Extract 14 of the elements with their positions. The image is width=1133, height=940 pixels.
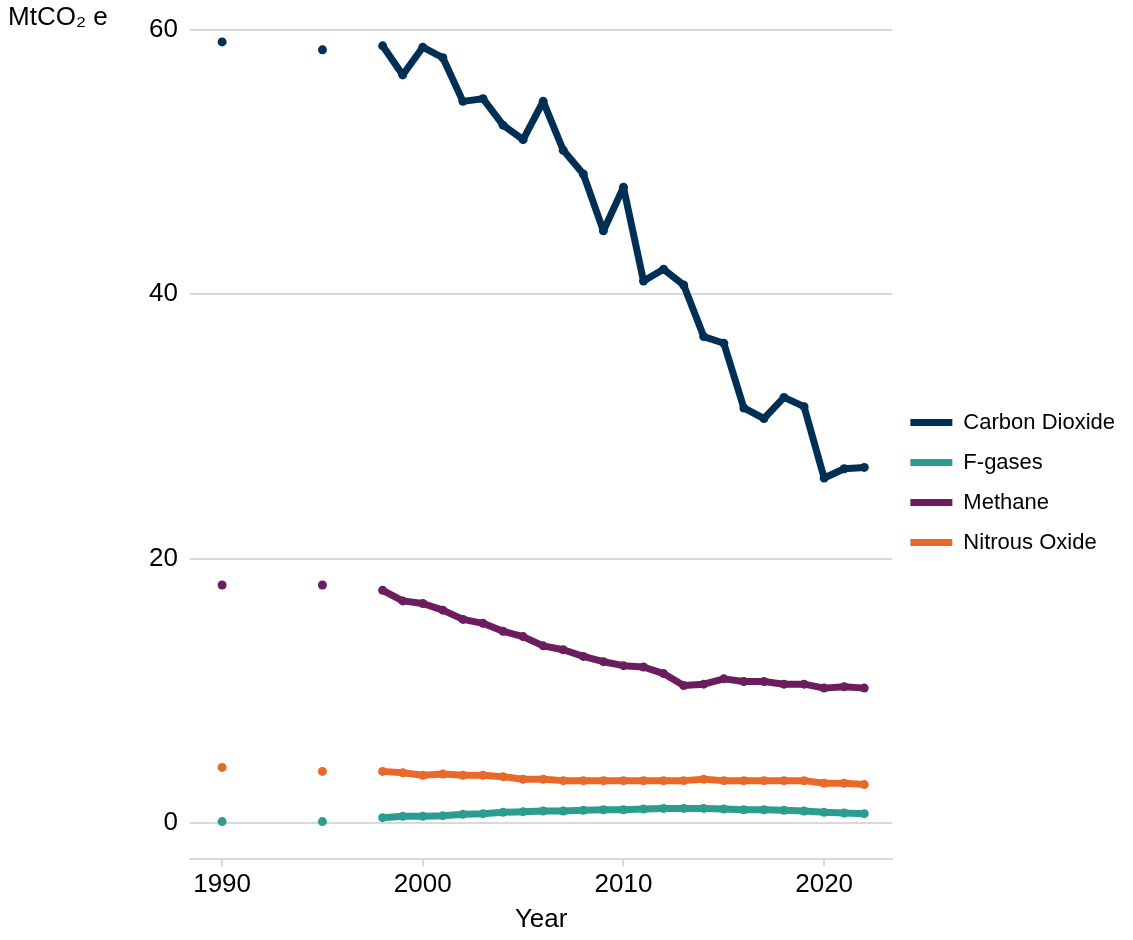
legend-label: Carbon Dioxide — [963, 408, 1115, 434]
x-tick-label: 1990 — [193, 868, 252, 899]
x-axis-title: Year — [514, 902, 568, 933]
x-tick-label: 2010 — [594, 868, 653, 899]
x-tick-label: 2000 — [393, 868, 452, 899]
y-tick-label: 40 — [149, 277, 178, 308]
legend-label: Methane — [963, 488, 1049, 514]
y-axis-title: MtCO₂ e — [8, 1, 108, 32]
y-tick-label: 60 — [149, 13, 178, 44]
legend-label: F-gases — [963, 448, 1043, 474]
x-tick-label: 2020 — [795, 868, 854, 899]
legend-label: Nitrous Oxide — [963, 528, 1097, 554]
y-tick-label: 0 — [163, 806, 178, 837]
y-tick-label: 20 — [149, 541, 178, 572]
